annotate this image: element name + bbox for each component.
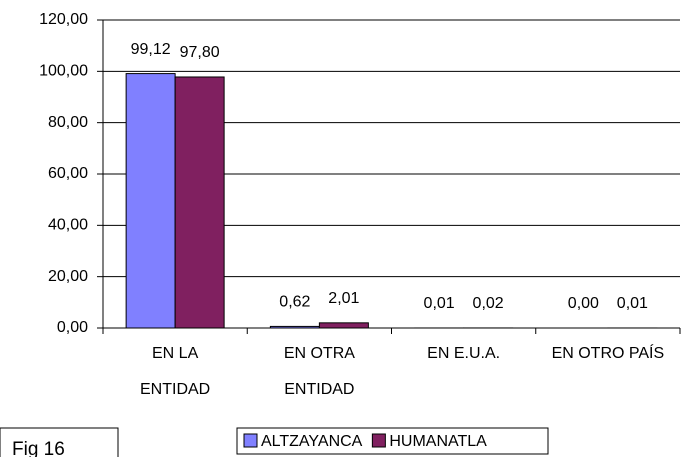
bar [174,76,225,329]
x-tick-label: EN LA ENTIDAD [140,345,211,398]
legend-label: HUMANATLA [389,433,487,450]
legend-swatch [371,433,386,448]
bar [125,73,176,329]
data-label: 0,62 [279,294,310,311]
data-label: 0,00 [568,295,599,312]
legend-swatch [243,433,258,448]
y-tick-label: 0,00 [57,319,88,336]
data-label: 0,01 [424,295,455,312]
data-label: 99,12 [131,41,171,58]
y-tick-label: 120,00 [39,11,88,28]
y-tick-label: 100,00 [39,63,88,80]
y-tick-label: 80,00 [48,114,88,131]
legend-label: ALTZAYANCA [261,433,363,450]
y-tick-label: 40,00 [48,217,88,234]
legend-box [236,427,549,455]
y-tick-label: 20,00 [48,268,88,285]
bar [318,322,369,329]
data-label: 2,01 [328,290,359,307]
bar [269,325,320,329]
x-tick-label: EN E.U.A. [427,345,501,362]
x-tick-label: EN OTRO PAÍS [551,345,665,362]
data-label: 0,02 [473,295,504,312]
annotation: Fig 16 [12,439,65,457]
data-label: 0,01 [617,295,648,312]
annotation-box [0,427,119,457]
x-tick-label: EN OTRA ENTIDAD [283,345,355,398]
data-label: 97,80 [180,44,220,61]
y-tick-label: 60,00 [48,165,88,182]
